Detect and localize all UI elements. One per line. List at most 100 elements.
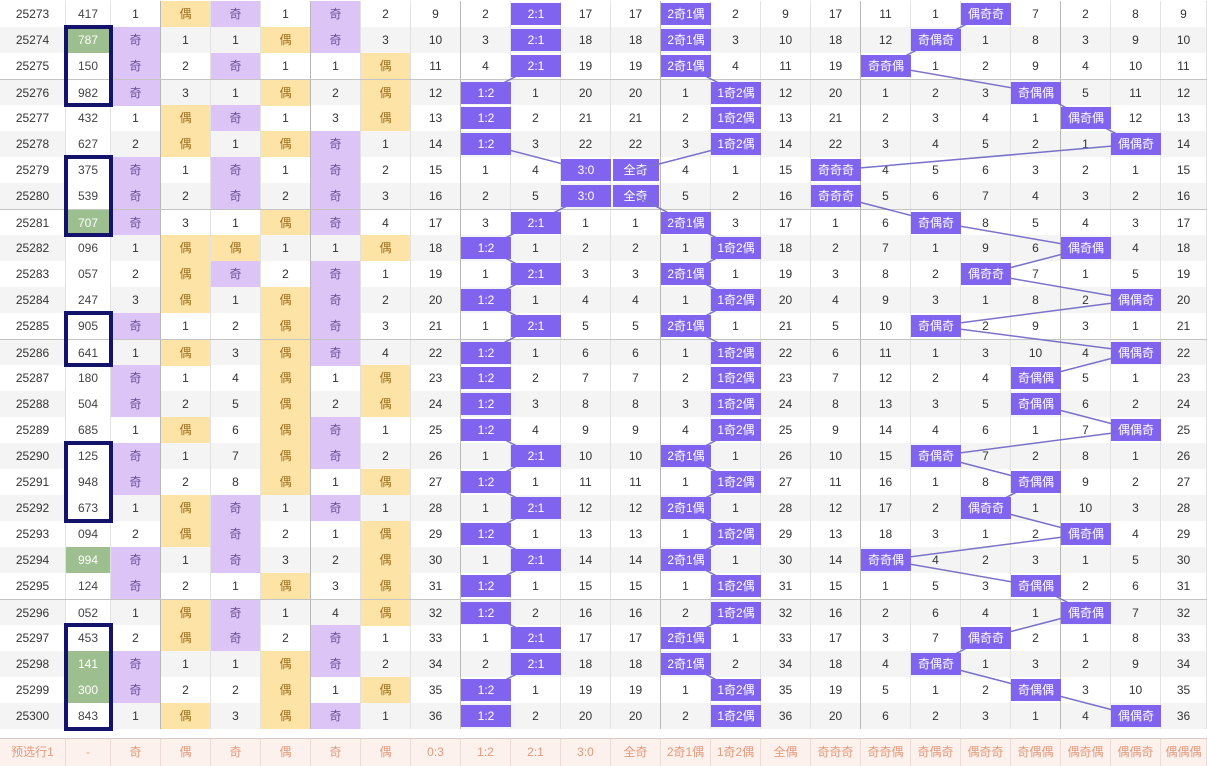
stat-cell: 3 <box>711 27 761 53</box>
stat-cell: 1 <box>1011 600 1061 626</box>
stat-cell: 25 <box>1161 417 1207 443</box>
stat-cell: 10 <box>1161 27 1207 53</box>
digit-parity-cell: 3 <box>211 703 261 729</box>
predict-option[interactable]: 奇偶偶 <box>1011 739 1061 766</box>
predict-option[interactable]: 全奇 <box>611 739 661 766</box>
stat-cell: 17 <box>811 625 861 651</box>
stat-cell: 10 <box>861 313 911 339</box>
predict-option[interactable]: 全偶 <box>761 739 811 766</box>
hit-chip: 1:2 <box>461 107 511 129</box>
predict-option[interactable]: 奇奇偶 <box>861 739 911 766</box>
issue-cell: 25298 <box>0 651 66 677</box>
stat-cell: 1 <box>711 625 761 651</box>
predict-option[interactable]: 奇奇奇 <box>811 739 861 766</box>
stat-cell: 3 <box>861 625 911 651</box>
stat-cell: 8 <box>1061 443 1111 469</box>
digit-parity-cell: 1 <box>161 157 211 183</box>
predict-option[interactable]: 0:3 <box>411 739 461 766</box>
hit-chip: 2:1 <box>511 55 561 77</box>
digit-parity-cell: 1 <box>261 53 311 79</box>
draw-number-cell: 150 <box>66 53 111 79</box>
stat-cell: 23 <box>761 365 811 391</box>
digit-parity-cell: 6 <box>211 417 261 443</box>
stat-cell: 17 <box>561 625 611 651</box>
stat-cell: 17 <box>761 210 811 236</box>
stat-cell: 4 <box>561 287 611 313</box>
hit-chip: 奇偶奇 <box>911 653 961 675</box>
predict-option[interactable]: 偶 <box>261 739 311 766</box>
stat-cell: 1:2 <box>461 340 511 366</box>
predict-option[interactable]: 1:2 <box>461 739 511 766</box>
stat-cell: 奇偶奇 <box>911 651 961 677</box>
predict-option[interactable]: 偶 <box>361 739 411 766</box>
hit-chip: 偶偶奇 <box>1111 419 1161 441</box>
digit-parity-cell: 1 <box>261 105 311 131</box>
predict-option[interactable]: 3:0 <box>561 739 611 766</box>
issue-cell: 25281 <box>0 210 66 236</box>
stat-cell: 奇偶奇 <box>911 210 961 236</box>
predict-option[interactable]: 奇 <box>111 739 161 766</box>
stat-cell: 15 <box>411 157 461 183</box>
digit-parity-cell: 1 <box>161 547 211 573</box>
table-row: 25282 096 1 偶偶 1 1 偶 18 1:2 1 2 2 1 1奇2偶 18 2 7 1 9 6 偶奇偶 4 18 <box>0 235 1207 261</box>
hit-chip: 1奇2偶 <box>711 342 761 364</box>
hit-chip: 2:1 <box>511 263 561 285</box>
stat-cell: 4 <box>611 287 661 313</box>
digit-parity-cell: 1 <box>161 443 211 469</box>
stat-cell: 3 <box>1111 495 1161 521</box>
stat-cell: 1奇2偶 <box>711 105 761 131</box>
stat-cell: 19 <box>411 261 461 287</box>
predict-option[interactable]: 偶奇偶 <box>1061 739 1111 766</box>
stat-cell: 8 <box>611 391 661 417</box>
hit-chip: 2:1 <box>511 653 561 675</box>
stat-cell: 1 <box>1011 495 1061 521</box>
digit-parity-cell: 偶 <box>361 469 411 495</box>
stat-cell: 偶奇偶 <box>1061 600 1111 626</box>
stat-cell: 2:1 <box>511 625 561 651</box>
predict-option[interactable]: 2奇1偶 <box>661 739 711 766</box>
digit-parity-cell: 1 <box>311 677 361 703</box>
stat-cell: 9 <box>1011 53 1061 79</box>
stat-cell: 3 <box>911 105 961 131</box>
stat-cell: 1 <box>661 469 711 495</box>
digit-parity-cell: 奇 <box>311 1 361 27</box>
stat-cell: 3 <box>1061 313 1111 339</box>
stat-cell: 1 <box>911 1 961 27</box>
stat-cell: 2 <box>1061 287 1111 313</box>
stat-cell: 5 <box>511 183 561 209</box>
predict-option[interactable]: 2:1 <box>511 739 561 766</box>
table-row: 25273 417 1 偶奇 1 奇 2 9 2 2:1 17 17 2奇1偶 2 9 17 11 1 偶奇奇 7 2 8… <box>0 1 1207 27</box>
hit-chip: 1奇2偶 <box>711 133 761 155</box>
hit-chip: 奇偶偶 <box>1011 679 1061 701</box>
stat-cell: 6 <box>811 340 861 366</box>
stat-cell: 3 <box>1011 157 1061 183</box>
digit-parity-cell: 奇 <box>211 600 261 626</box>
predict-row-label[interactable]: 预选行1 <box>0 739 66 766</box>
stat-cell: 1:2 <box>461 365 511 391</box>
stat-cell: 2:1 <box>511 261 561 287</box>
stat-cell: 2 <box>1061 573 1111 599</box>
digit-parity-cell: 奇 <box>111 80 161 106</box>
stat-cell: 19 <box>611 677 661 703</box>
predict-option[interactable]: 奇 <box>311 739 361 766</box>
stat-cell: 2 <box>461 183 511 209</box>
predict-option[interactable]: 偶奇奇 <box>961 739 1011 766</box>
stat-cell: 1奇2偶 <box>711 391 761 417</box>
issue-cell: 25291 <box>0 469 66 495</box>
draw-number-cell: 641 <box>66 340 111 366</box>
predict-option[interactable]: 偶偶偶 <box>1161 739 1207 766</box>
digit-parity-cell: 1 <box>111 1 161 27</box>
predict-option[interactable]: 偶 <box>161 739 211 766</box>
stat-cell: 3 <box>461 27 511 53</box>
stat-cell: 7 <box>861 235 911 261</box>
stat-cell: 18 <box>611 27 661 53</box>
digit-parity-cell: 1 <box>311 365 361 391</box>
stat-cell: 5 <box>1111 547 1161 573</box>
stat-cell: 1 <box>1061 261 1111 287</box>
predict-option[interactable]: 奇 <box>211 739 261 766</box>
predict-option[interactable]: 奇偶奇 <box>911 739 961 766</box>
draw-number-cell: 052 <box>66 600 111 626</box>
predict-option[interactable]: 偶偶奇 <box>1111 739 1161 766</box>
stat-cell: 14 <box>561 547 611 573</box>
predict-option[interactable]: 1奇2偶 <box>711 739 761 766</box>
